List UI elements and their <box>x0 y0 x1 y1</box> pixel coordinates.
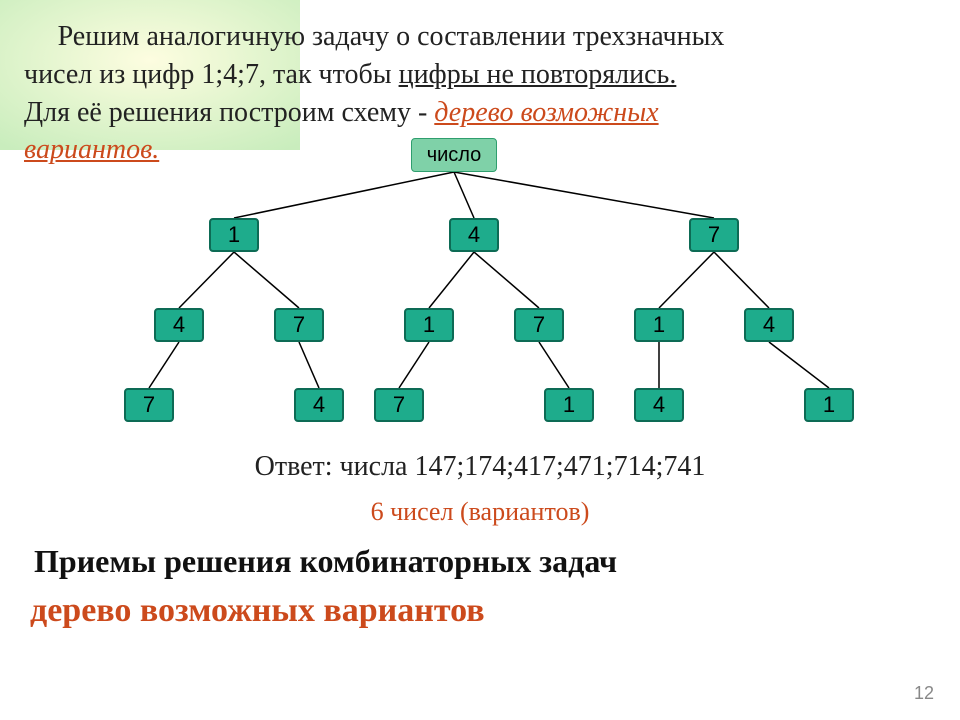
tree-l2-0: 4 <box>154 308 204 342</box>
tree-l3-1: 4 <box>294 388 344 422</box>
tree-edge <box>474 252 539 308</box>
count-line: 6 чисел (вариантов) <box>24 497 936 527</box>
answer-prefix: Ответ: <box>255 451 340 482</box>
tree-l3-2: 7 <box>374 388 424 422</box>
tree-l1-1: 4 <box>449 218 499 252</box>
tree-edge <box>659 252 714 308</box>
tree-diagram: число147471714747141 <box>24 135 936 435</box>
intro-line3a: Для её решения построим схему - <box>24 97 434 128</box>
tree-edge <box>299 342 319 388</box>
intro-line1: Решим аналогичную задачу о составлении т… <box>58 21 725 52</box>
tree-l2-4: 1 <box>634 308 684 342</box>
tree-edge <box>234 252 299 308</box>
tree-root: число <box>411 138 497 172</box>
tree-edge <box>454 172 714 218</box>
tree-edge <box>769 342 829 388</box>
tree-l3-0: 7 <box>124 388 174 422</box>
tree-l3-3: 1 <box>544 388 594 422</box>
method-name: дерево возможных вариантов <box>24 592 936 630</box>
tree-l3-5: 1 <box>804 388 854 422</box>
tree-edge <box>454 172 474 218</box>
method-title: Приемы решения комбинаторных задач <box>24 543 936 580</box>
page-number: 12 <box>914 683 934 704</box>
tree-l1-0: 1 <box>209 218 259 252</box>
tree-edge <box>399 342 429 388</box>
tree-l2-2: 1 <box>404 308 454 342</box>
tree-l2-1: 7 <box>274 308 324 342</box>
tree-l2-5: 4 <box>744 308 794 342</box>
answer-line: Ответ: числа 147;174;417;471;714;741 <box>24 451 936 483</box>
tree-term-part1: дерево возможных <box>434 97 658 128</box>
tree-l2-3: 7 <box>514 308 564 342</box>
tree-l1-2: 7 <box>689 218 739 252</box>
intro-line2a: чисел из цифр 1;4;7, так чтобы <box>24 59 399 90</box>
tree-edge <box>234 172 454 218</box>
tree-l3-4: 4 <box>634 388 684 422</box>
answer-text: числа 147;174;417;471;714;741 <box>340 451 706 482</box>
intro-line2b: цифры не повторялись. <box>399 59 677 90</box>
tree-edge <box>539 342 569 388</box>
tree-edge <box>149 342 179 388</box>
tree-edge <box>429 252 474 308</box>
tree-edge <box>714 252 769 308</box>
tree-edge <box>179 252 234 308</box>
